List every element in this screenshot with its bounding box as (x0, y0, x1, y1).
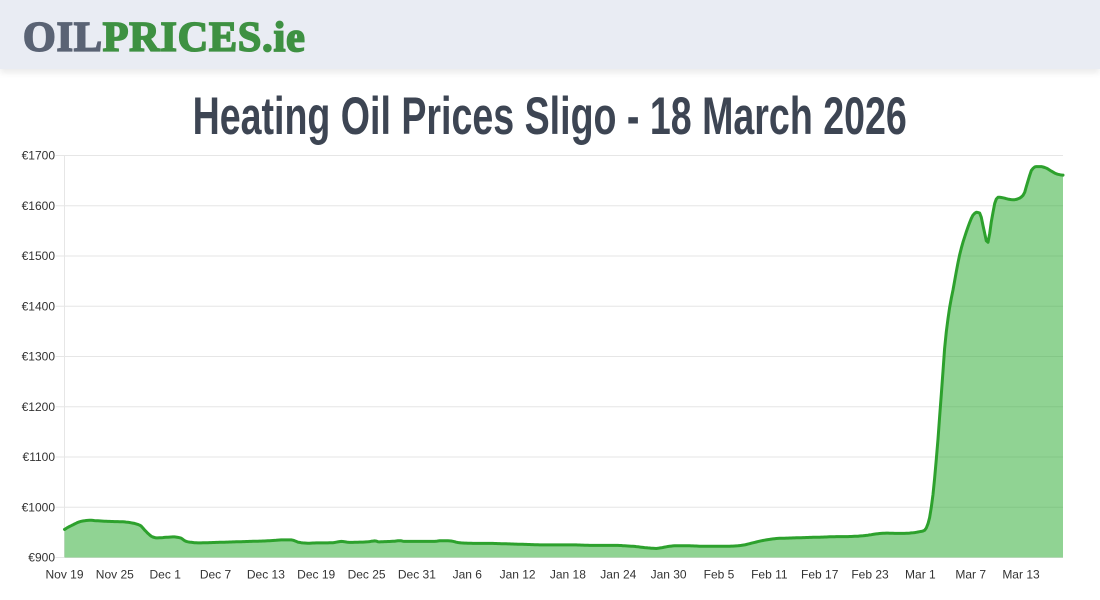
svg-text:€1700: €1700 (22, 149, 56, 163)
svg-text:Dec 25: Dec 25 (348, 568, 386, 582)
svg-text:Dec 19: Dec 19 (297, 568, 335, 582)
svg-text:Jan 30: Jan 30 (651, 568, 687, 582)
svg-text:€1000: €1000 (22, 500, 56, 514)
svg-text:Jan 18: Jan 18 (550, 568, 586, 582)
svg-text:Feb 23: Feb 23 (851, 568, 889, 582)
svg-text:Feb 5: Feb 5 (704, 568, 735, 582)
svg-text:€1300: €1300 (22, 350, 56, 364)
svg-text:€1200: €1200 (22, 400, 56, 414)
svg-text:Mar 7: Mar 7 (955, 568, 986, 582)
svg-text:Mar 1: Mar 1 (905, 568, 936, 582)
svg-text:€900: €900 (28, 551, 55, 565)
svg-text:Jan 24: Jan 24 (600, 568, 636, 582)
svg-text:€1500: €1500 (22, 249, 56, 263)
svg-text:€1100: €1100 (23, 450, 56, 464)
svg-text:Dec 7: Dec 7 (200, 568, 232, 582)
svg-text:Dec 1: Dec 1 (150, 568, 182, 582)
svg-text:Mar 13: Mar 13 (1002, 568, 1040, 582)
svg-text:Jan 6: Jan 6 (453, 568, 483, 582)
svg-text:€1400: €1400 (22, 299, 56, 313)
svg-text:Dec 31: Dec 31 (398, 568, 436, 582)
svg-text:Feb 11: Feb 11 (751, 568, 788, 582)
svg-text:Dec 13: Dec 13 (247, 568, 285, 582)
svg-text:Jan 12: Jan 12 (500, 568, 536, 582)
svg-text:Nov 25: Nov 25 (96, 568, 134, 582)
svg-text:€1600: €1600 (22, 199, 56, 213)
svg-text:Nov 19: Nov 19 (45, 568, 83, 582)
svg-text:Feb 17: Feb 17 (801, 568, 839, 582)
